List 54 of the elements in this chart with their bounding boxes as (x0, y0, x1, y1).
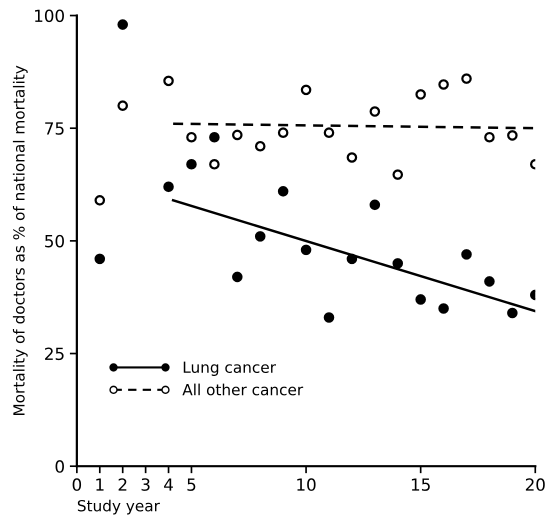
point (370, 106, 380, 117)
point (392, 169, 404, 180)
point (346, 152, 358, 163)
point (186, 132, 197, 142)
x-tick-label: 0 (72, 478, 82, 491)
y-axis-title: Mortality of doctors as % of national mortality (12, 66, 28, 416)
point (461, 249, 472, 260)
point (392, 258, 404, 269)
point (370, 200, 380, 210)
y-tick-label: 75 (45, 122, 64, 135)
x-tick-label: 1 (96, 478, 104, 491)
x-tick-label: 15 (412, 478, 430, 491)
x-tick-label: 5 (187, 478, 196, 491)
legend-label: Lung cancer (184, 362, 276, 376)
point (209, 158, 220, 170)
x-tick-label: 20 (526, 478, 545, 491)
point (461, 73, 472, 84)
point (117, 19, 128, 30)
point (278, 186, 288, 197)
point (300, 244, 312, 256)
point (438, 303, 449, 314)
point (254, 140, 266, 152)
point (163, 76, 174, 86)
y-tick-label: 0 (56, 460, 64, 473)
point (324, 127, 334, 138)
x-tick-label: 4 (164, 478, 173, 491)
point (94, 254, 106, 264)
point (507, 308, 518, 318)
point (324, 312, 334, 323)
point (346, 254, 358, 264)
point (186, 158, 197, 170)
legend-label: All other cancer (182, 384, 304, 396)
x-tick-label: 2 (118, 478, 126, 491)
x-tick-label: 10 (297, 478, 316, 491)
x-tick-label: 3 (142, 478, 150, 491)
point (507, 130, 518, 141)
point (484, 132, 495, 142)
point (232, 130, 243, 140)
point (254, 231, 266, 242)
point (117, 100, 128, 111)
point (415, 89, 426, 100)
y-tick-label: 25 (45, 347, 64, 360)
x-axis-title: Study year (78, 500, 160, 514)
y-tick-label: 100 (35, 10, 64, 22)
point (484, 276, 495, 287)
point (232, 272, 243, 282)
y-tick-label: 50 (45, 234, 64, 248)
point (438, 79, 449, 90)
point (300, 84, 312, 96)
point (209, 132, 220, 142)
point (163, 182, 174, 192)
point (278, 127, 288, 138)
point (94, 195, 106, 206)
point (415, 294, 426, 305)
